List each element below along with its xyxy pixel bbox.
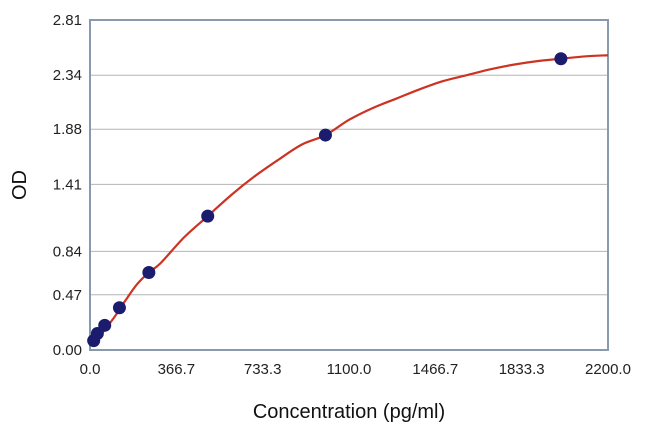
x-tick-label-1833.3: 1833.3 bbox=[499, 361, 545, 378]
data-point-5 bbox=[201, 209, 215, 223]
y-tick-label-0.47: 0.47 bbox=[53, 287, 82, 304]
x-axis-label: Concentration (pg/ml) bbox=[253, 401, 445, 423]
y-tick-label-2.34: 2.34 bbox=[53, 67, 82, 84]
x-tick-label-366.7: 366.7 bbox=[158, 361, 196, 378]
data-point-3 bbox=[112, 301, 126, 315]
data-point-7 bbox=[554, 52, 568, 66]
data-points bbox=[87, 52, 568, 348]
fitted-curve bbox=[89, 54, 609, 347]
x-tick-label-0.0: 0.0 bbox=[80, 361, 101, 378]
x-tick-labels: 0.0 366.7 733.3 1100.0 1466.7 1833.3 2200.0 bbox=[80, 361, 631, 378]
grid-lines bbox=[90, 74, 608, 296]
fitted-curve-group bbox=[89, 54, 609, 347]
y-tick-label-2.81: 2.81 bbox=[53, 12, 82, 29]
data-point-6 bbox=[318, 128, 332, 142]
y-tick-label-0.84: 0.84 bbox=[53, 243, 82, 260]
plot-frame bbox=[89, 19, 609, 351]
data-point-2 bbox=[98, 318, 112, 332]
x-tick-label-733.3: 733.3 bbox=[244, 361, 282, 378]
y-tick-label-1.88: 1.88 bbox=[53, 121, 82, 138]
y-tick-label-0.00: 0.00 bbox=[53, 342, 82, 359]
x-tick-label-1100.0: 1100.0 bbox=[327, 361, 372, 378]
y-tick-label-1.41: 1.41 bbox=[53, 176, 82, 193]
y-tick-labels: 0.00 0.47 0.84 1.41 1.88 2.34 2.81 bbox=[53, 12, 82, 359]
x-tick-label-2200.0: 2200.0 bbox=[585, 361, 631, 378]
x-tick-label-1466.7: 1466.7 bbox=[412, 361, 458, 378]
data-point-4 bbox=[142, 265, 156, 279]
y-axis-label: OD bbox=[9, 170, 31, 200]
